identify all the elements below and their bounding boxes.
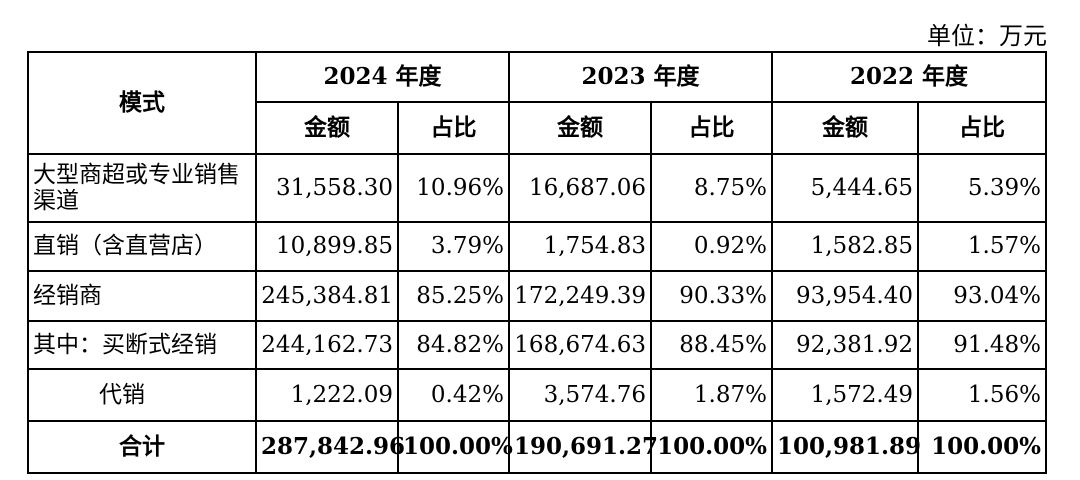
cell-amount-2022: 1,582.85 xyxy=(771,221,919,272)
cell-ratio-2022: 91.48% xyxy=(917,320,1047,370)
ratio-header: 占比 xyxy=(917,101,1047,155)
table-row: 其中：买断式经销 244,162.73 84.82% 168,674.63 88… xyxy=(27,320,1047,370)
cell-amount-2022: 1,572.49 xyxy=(771,368,919,422)
total-ratio-2022: 100.00% xyxy=(917,420,1047,474)
cell-amount-2023: 172,249.39 xyxy=(508,270,652,322)
cell-amount-2022: 5,444.65 xyxy=(771,153,919,223)
row-label: 代销 xyxy=(27,368,257,422)
year-header-2024: 2024 年度 xyxy=(255,51,510,103)
row-label: 经销商 xyxy=(27,270,257,322)
cell-amount-2023: 16,687.06 xyxy=(508,153,652,223)
ratio-header: 占比 xyxy=(397,101,510,155)
cell-ratio-2022: 1.57% xyxy=(917,221,1047,272)
total-ratio-2024: 100.00% xyxy=(397,420,513,474)
total-amount-2022: 100,981.89 xyxy=(771,420,921,474)
cell-ratio-2022: 5.39% xyxy=(917,153,1047,223)
total-row: 合计 287,842.96 100.00% 190,691.27 100.00%… xyxy=(27,420,1047,474)
table-row: 直销（含直营店） 10,899.85 3.79% 1,754.83 0.92% … xyxy=(27,221,1047,272)
cell-amount-2024: 245,384.81 xyxy=(255,270,399,322)
cell-ratio-2024: 85.25% xyxy=(397,270,510,322)
cell-amount-2023: 1,754.83 xyxy=(508,221,652,272)
cell-amount-2022: 93,954.40 xyxy=(771,270,919,322)
unit-label: 单位：万元 xyxy=(927,22,1047,50)
total-amount-2023: 190,691.27 xyxy=(508,420,658,474)
amount-header: 金额 xyxy=(771,101,919,155)
cell-ratio-2023: 90.33% xyxy=(650,270,773,322)
cell-amount-2022: 92,381.92 xyxy=(771,320,919,370)
amount-header: 金额 xyxy=(255,101,399,155)
table-row: 代销 1,222.09 0.42% 3,574.76 1.87% 1,572.4… xyxy=(27,368,1047,422)
table-row: 经销商 245,384.81 85.25% 172,249.39 90.33% … xyxy=(27,270,1047,322)
cell-amount-2023: 3,574.76 xyxy=(508,368,652,422)
ratio-header: 占比 xyxy=(650,101,773,155)
cell-amount-2024: 31,558.30 xyxy=(255,153,399,223)
year-header-2023: 2023 年度 xyxy=(508,51,773,103)
total-amount-2024: 287,842.96 xyxy=(255,420,405,474)
cell-ratio-2023: 8.75% xyxy=(650,153,773,223)
cell-ratio-2022: 93.04% xyxy=(917,270,1047,322)
table-row: 大型商超或专业销售渠道 31,558.30 10.96% 16,687.06 8… xyxy=(27,153,1047,223)
cell-ratio-2023: 1.87% xyxy=(650,368,773,422)
row-label: 其中：买断式经销 xyxy=(27,320,257,370)
cell-ratio-2024: 10.96% xyxy=(397,153,510,223)
total-ratio-2023: 100.00% xyxy=(650,420,773,474)
cell-ratio-2023: 0.92% xyxy=(650,221,773,272)
amount-header: 金额 xyxy=(508,101,652,155)
cell-ratio-2024: 3.79% xyxy=(397,221,510,272)
cell-amount-2023: 168,674.63 xyxy=(508,320,652,370)
cell-amount-2024: 1,222.09 xyxy=(255,368,399,422)
mode-header: 模式 xyxy=(27,51,257,155)
cell-ratio-2023: 88.45% xyxy=(650,320,773,370)
total-label: 合计 xyxy=(27,420,257,474)
row-label: 大型商超或专业销售渠道 xyxy=(27,153,257,223)
row-label: 直销（含直营店） xyxy=(27,221,257,272)
cell-ratio-2024: 84.82% xyxy=(397,320,510,370)
cell-amount-2024: 10,899.85 xyxy=(255,221,399,272)
cell-amount-2024: 244,162.73 xyxy=(255,320,399,370)
year-header-2022: 2022 年度 xyxy=(771,51,1047,103)
cell-ratio-2024: 0.42% xyxy=(397,368,510,422)
cell-ratio-2022: 1.56% xyxy=(917,368,1047,422)
revenue-by-channel-table: 模式 2024 年度 2023 年度 2022 年度 金额 占比 金额 占比 金… xyxy=(27,51,1047,474)
